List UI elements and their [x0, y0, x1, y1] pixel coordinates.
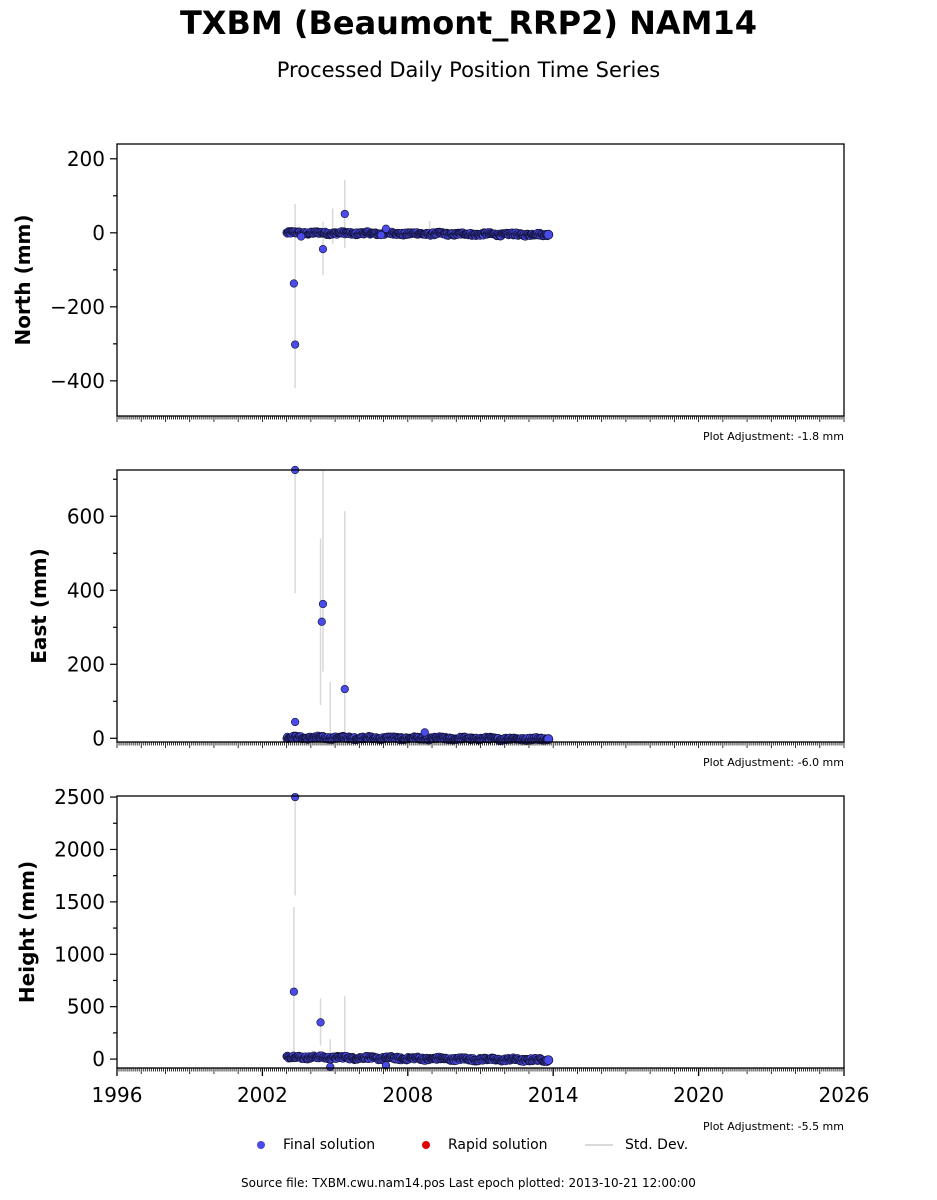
y-tick-label: 0	[92, 1047, 105, 1071]
outlier-points	[291, 465, 429, 737]
y-tick-label: 400	[67, 578, 105, 602]
last-epoch-point	[543, 229, 554, 240]
y-tick-label: 2000	[54, 837, 105, 861]
x-tick-label: 2014	[528, 1083, 579, 1107]
x-tick-label: 2002	[237, 1083, 288, 1107]
y-tick-label: 200	[67, 147, 105, 171]
y-tick-label: 200	[67, 652, 105, 676]
daily-positions	[282, 731, 554, 745]
y-tick-label: 600	[67, 504, 105, 528]
outlier-point	[291, 340, 300, 349]
outlier-point	[289, 279, 299, 288]
x-tick-label: 2008	[382, 1083, 433, 1107]
outlier-point	[291, 792, 300, 802]
y-tick-label: −200	[50, 295, 105, 319]
y-axis-label: North (mm)	[11, 214, 35, 345]
final-solution-marker	[257, 1141, 265, 1149]
outlier-point	[340, 209, 349, 219]
outlier-point	[420, 728, 429, 737]
legend-final: Final solution	[257, 1137, 375, 1153]
outlier-point	[289, 987, 299, 996]
y-tick-label: 1000	[54, 942, 105, 966]
plot-adjustment-note: Plot Adjustment: -6.0 mm	[703, 756, 844, 769]
legend-rapid-label: Rapid solution	[448, 1137, 548, 1153]
legend-stddev: Std. Dev.	[585, 1137, 688, 1153]
y-axis-label: Height (mm)	[15, 861, 39, 1003]
outlier-point	[340, 684, 349, 694]
std-dev-line-marker	[585, 1144, 613, 1146]
y-tick-label: 500	[67, 995, 105, 1019]
y-tick-label: −400	[50, 369, 105, 393]
rapid-solution-marker	[422, 1141, 430, 1149]
panel-3: 1996 2002 2008 2014 2020 2026 0 500 1000 1500 2000…	[15, 785, 869, 1133]
y-axis-label: East (mm)	[27, 548, 51, 664]
plot-frame	[116, 143, 845, 417]
plot-frame	[116, 469, 845, 743]
std-dev-bars	[294, 179, 431, 389]
x-tick-label: 2026	[819, 1083, 870, 1107]
legend: Final solution Rapid solution Std. Dev.	[0, 1137, 937, 1159]
panel-2: 0 200 400 600 East (mm) Plot Adjustment: -6.0…	[27, 465, 845, 769]
outlier-points	[289, 209, 391, 349]
last-epoch-point	[543, 734, 554, 744]
x-tick-label: 2020	[673, 1083, 724, 1107]
outlier-point	[318, 599, 328, 609]
plot-frame	[116, 795, 845, 1069]
y-tick-label: 0	[92, 221, 105, 245]
y-ticks	[110, 158, 117, 382]
outlier-point	[377, 230, 386, 240]
chart-title: TXBM (Beaumont_RRP2) NAM14	[179, 4, 758, 42]
x-ticks	[116, 742, 845, 748]
source-footer: Source file: TXBM.cwu.nam14.pos Last epo…	[241, 1176, 696, 1190]
x-ticks	[116, 416, 845, 422]
outlier-point	[291, 717, 300, 727]
y-ticks	[110, 478, 117, 739]
y-ticks	[110, 796, 117, 1060]
outlier-points	[289, 792, 391, 1072]
y-tick-label: 1500	[54, 890, 105, 914]
outlier-point	[297, 232, 306, 241]
daily-positions	[282, 1051, 554, 1066]
plot-adjustment-note: Plot Adjustment: -5.5 mm	[703, 1120, 844, 1133]
legend-rapid: Rapid solution	[422, 1137, 548, 1153]
legend-final-label: Final solution	[283, 1137, 376, 1153]
y-tick-label: 0	[92, 726, 105, 750]
outlier-point	[326, 1062, 335, 1072]
outlier-point	[318, 244, 328, 254]
last-epoch-point	[543, 1055, 554, 1066]
plot-adjustment-note: Plot Adjustment: -1.8 mm	[703, 430, 844, 443]
chart-subtitle: Processed Daily Position Time Series	[276, 58, 661, 82]
panel-1: 200 0 −200 −400 North (mm) Plot Adjustment: -…	[11, 143, 845, 443]
outlier-point	[381, 224, 391, 233]
x-ticks	[116, 1068, 845, 1076]
legend-stddev-label: Std. Dev.	[625, 1137, 689, 1153]
outlier-point	[381, 1061, 391, 1070]
y-tick-label: 2500	[54, 785, 105, 809]
outlier-point	[316, 1018, 325, 1027]
x-tick-label: 1996	[92, 1083, 143, 1107]
outlier-point	[317, 617, 326, 626]
